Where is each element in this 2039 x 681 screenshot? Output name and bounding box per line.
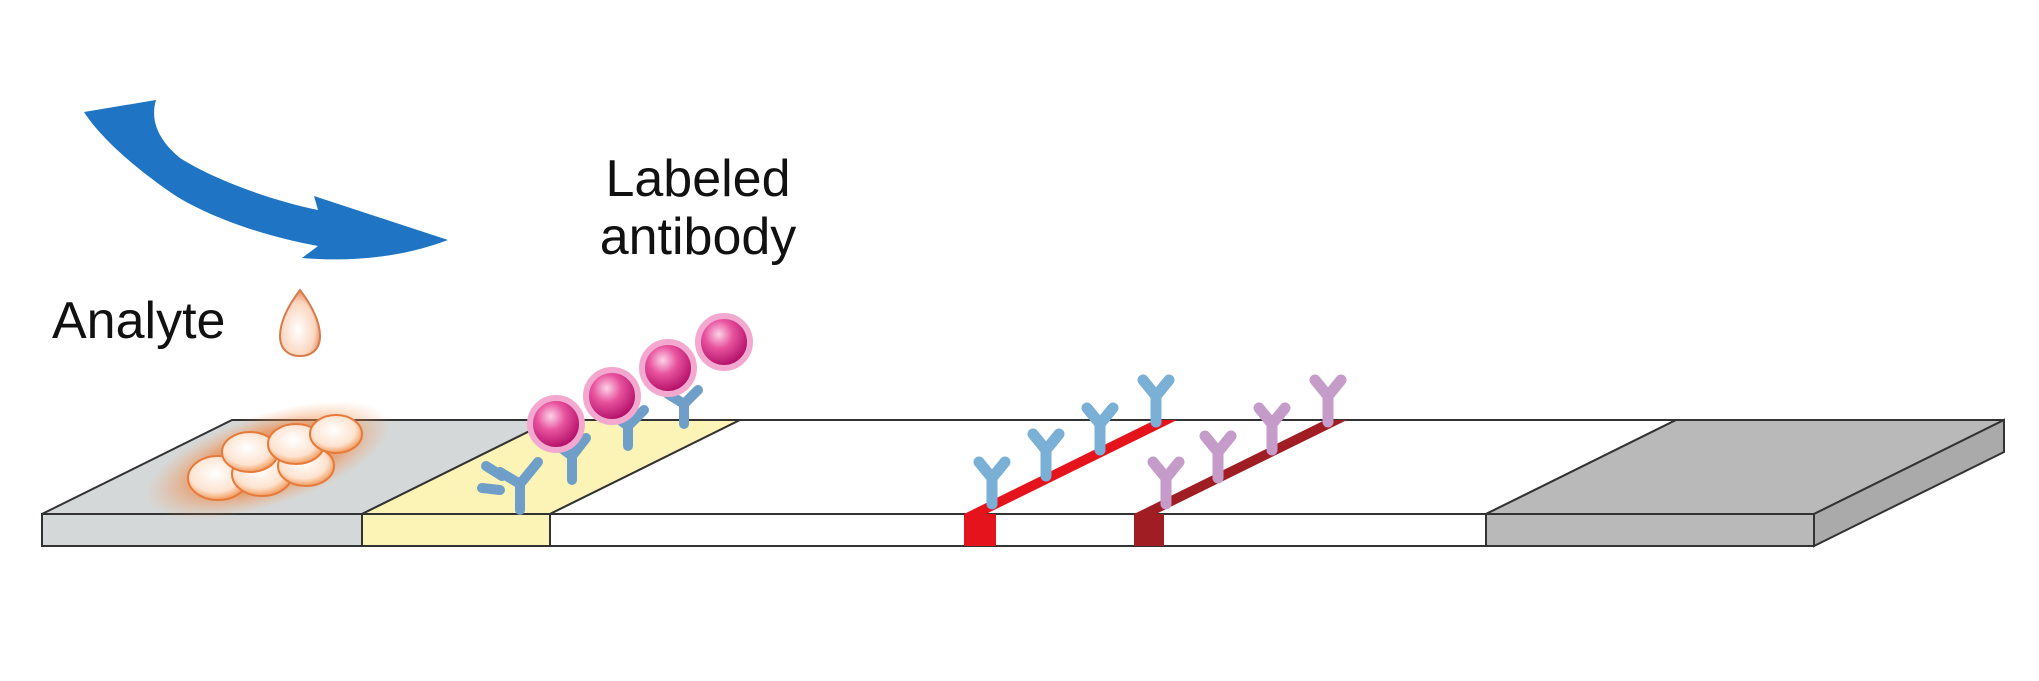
membrane (549, 419, 1677, 515)
y-antibody-icon (1143, 380, 1169, 422)
analyte-cells (187, 414, 363, 501)
labeled-antibody-bead (695, 313, 753, 371)
absorbent-pad-front (1485, 513, 1815, 547)
y-antibody-icon (1315, 380, 1341, 422)
analyte-label: Analyte (52, 292, 225, 350)
test-line-front (964, 514, 996, 546)
labeled-antibody-bead (639, 339, 697, 397)
membrane-front (549, 513, 1487, 547)
curved-arrow-icon (84, 100, 448, 260)
test-strip (41, 418, 2005, 548)
labeled-antibody-bead (527, 395, 585, 453)
control-line-front (1134, 514, 1164, 546)
labeled-antibody-label-line2: antibody (600, 208, 797, 266)
droplet-icon (278, 288, 322, 358)
strip-end (1813, 418, 2005, 548)
labeled-antibody-label-line1: Labeled (605, 150, 790, 208)
analyte-cell (309, 414, 363, 454)
conjugate-pad-front (361, 513, 551, 547)
test-line (964, 420, 1177, 514)
control-line (1134, 420, 1347, 514)
label-beads (527, 313, 753, 453)
labeled-antibody-bead (583, 367, 641, 425)
labeled-antibodies (477, 313, 753, 515)
